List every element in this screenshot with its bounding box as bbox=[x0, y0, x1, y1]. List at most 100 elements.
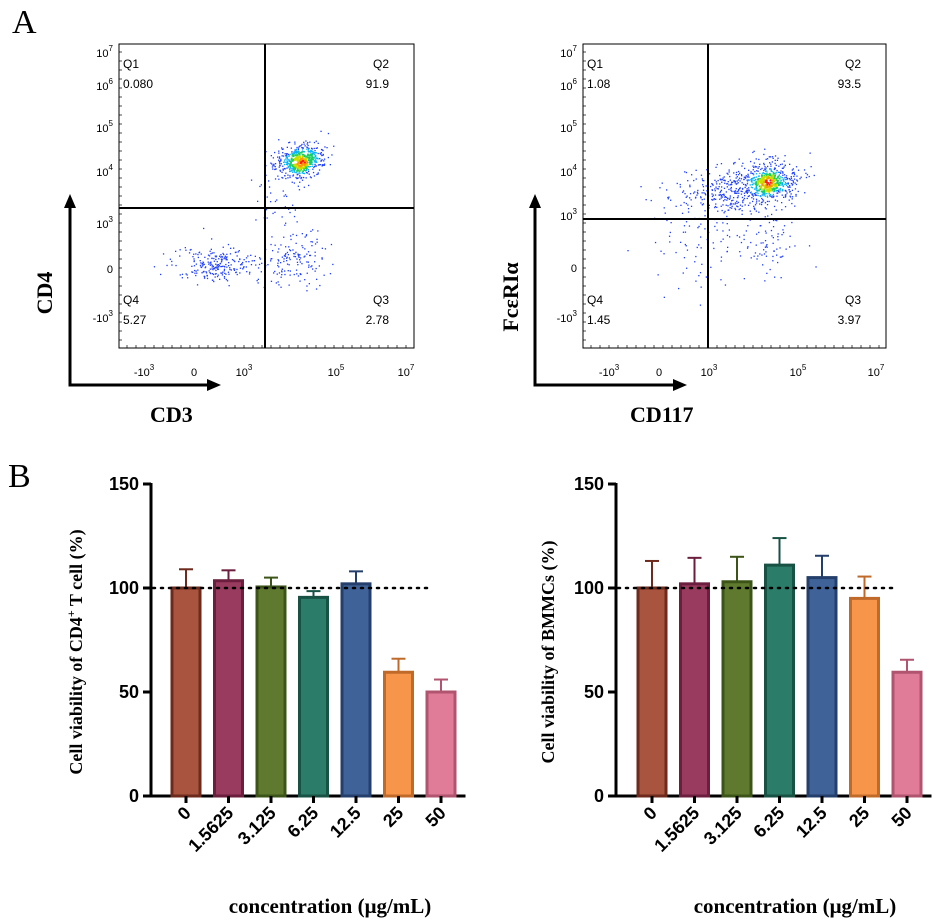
event-dot bbox=[720, 178, 722, 180]
event-dot bbox=[331, 154, 333, 156]
event-dot bbox=[303, 186, 305, 188]
event-dot bbox=[750, 178, 753, 180]
event-dot bbox=[754, 204, 757, 206]
event-dot bbox=[700, 197, 702, 199]
event-dot bbox=[785, 194, 787, 196]
event-dot bbox=[278, 159, 280, 161]
event-dot bbox=[286, 256, 288, 258]
event-dot bbox=[287, 254, 289, 256]
event-dot bbox=[780, 184, 782, 186]
event-dot bbox=[723, 212, 725, 214]
event-dot bbox=[294, 159, 296, 161]
event-dot bbox=[762, 200, 765, 202]
event-dot bbox=[717, 210, 719, 212]
event-dot bbox=[721, 186, 723, 188]
event-dot bbox=[705, 194, 707, 196]
event-dot bbox=[282, 177, 284, 179]
event-dot bbox=[781, 202, 783, 204]
event-dot bbox=[701, 178, 703, 180]
bar bbox=[764, 563, 795, 798]
event-dot bbox=[225, 263, 227, 266]
event-dot bbox=[288, 142, 290, 144]
event-dot bbox=[292, 158, 295, 161]
event-dot bbox=[724, 284, 727, 286]
event-dot bbox=[301, 147, 303, 149]
event-dot bbox=[295, 158, 298, 161]
event-dot bbox=[301, 162, 303, 165]
event-dot bbox=[297, 173, 299, 176]
event-dot bbox=[317, 230, 319, 232]
event-dot bbox=[800, 176, 802, 178]
event-dot bbox=[305, 140, 307, 142]
event-dot bbox=[281, 270, 283, 272]
event-dot bbox=[313, 151, 315, 154]
event-dot bbox=[779, 172, 781, 174]
event-dot bbox=[290, 168, 292, 170]
event-dot bbox=[777, 175, 780, 178]
event-dot bbox=[222, 246, 224, 248]
event-dot bbox=[160, 273, 162, 276]
event-dot bbox=[766, 195, 769, 197]
event-dot bbox=[774, 155, 777, 157]
event-dot bbox=[315, 152, 317, 154]
event-dot bbox=[291, 151, 293, 153]
event-dot bbox=[308, 166, 310, 168]
event-dot bbox=[295, 176, 297, 179]
event-dot bbox=[299, 254, 301, 256]
event-dot bbox=[321, 154, 323, 157]
quadrant-q3-label: Q3 bbox=[845, 293, 861, 307]
event-dot bbox=[776, 180, 779, 182]
event-dot bbox=[769, 193, 772, 196]
event-dot bbox=[300, 160, 303, 163]
event-dot bbox=[309, 151, 312, 153]
event-dot bbox=[775, 183, 778, 186]
event-dot bbox=[216, 266, 218, 268]
event-dot bbox=[763, 185, 766, 187]
event-dot bbox=[248, 261, 250, 263]
event-dot bbox=[189, 249, 191, 251]
event-dot bbox=[774, 162, 776, 165]
event-dot bbox=[738, 192, 740, 194]
event-dot bbox=[153, 266, 156, 268]
event-dot bbox=[775, 171, 777, 174]
event-dot bbox=[284, 168, 286, 170]
event-dot bbox=[668, 196, 670, 198]
event-dot bbox=[765, 190, 767, 193]
event-dot bbox=[726, 183, 729, 185]
event-dot bbox=[302, 170, 304, 173]
event-dot bbox=[763, 181, 766, 183]
event-dot bbox=[319, 158, 321, 160]
event-dot bbox=[769, 179, 772, 182]
event-dot bbox=[775, 164, 777, 166]
event-dot bbox=[304, 145, 306, 147]
event-dot bbox=[741, 165, 743, 167]
event-dot bbox=[715, 203, 717, 205]
event-dot bbox=[281, 256, 283, 258]
event-dot bbox=[235, 251, 237, 253]
event-dot bbox=[740, 174, 743, 176]
event-dot bbox=[305, 155, 308, 158]
y-arrow-head bbox=[529, 194, 541, 208]
event-dot bbox=[700, 247, 702, 249]
event-dot bbox=[282, 152, 284, 154]
y-tick-label: 106 bbox=[96, 77, 113, 93]
event-dot bbox=[733, 197, 735, 199]
event-dot bbox=[278, 139, 280, 141]
event-dot bbox=[751, 178, 754, 180]
event-dot bbox=[298, 189, 301, 191]
event-dot bbox=[297, 177, 299, 179]
event-dot bbox=[769, 268, 771, 271]
event-dot bbox=[304, 159, 307, 162]
event-dot bbox=[734, 182, 736, 184]
event-dot bbox=[309, 254, 311, 257]
event-dot bbox=[247, 255, 249, 257]
event-dot bbox=[699, 272, 702, 274]
y-tick-label: 106 bbox=[560, 77, 577, 93]
event-dot bbox=[806, 174, 809, 176]
bar bbox=[213, 579, 244, 798]
event-dot bbox=[799, 178, 801, 180]
event-dot bbox=[271, 163, 273, 165]
event-dot bbox=[198, 252, 200, 254]
event-dot bbox=[162, 253, 165, 255]
event-dot bbox=[757, 192, 759, 194]
